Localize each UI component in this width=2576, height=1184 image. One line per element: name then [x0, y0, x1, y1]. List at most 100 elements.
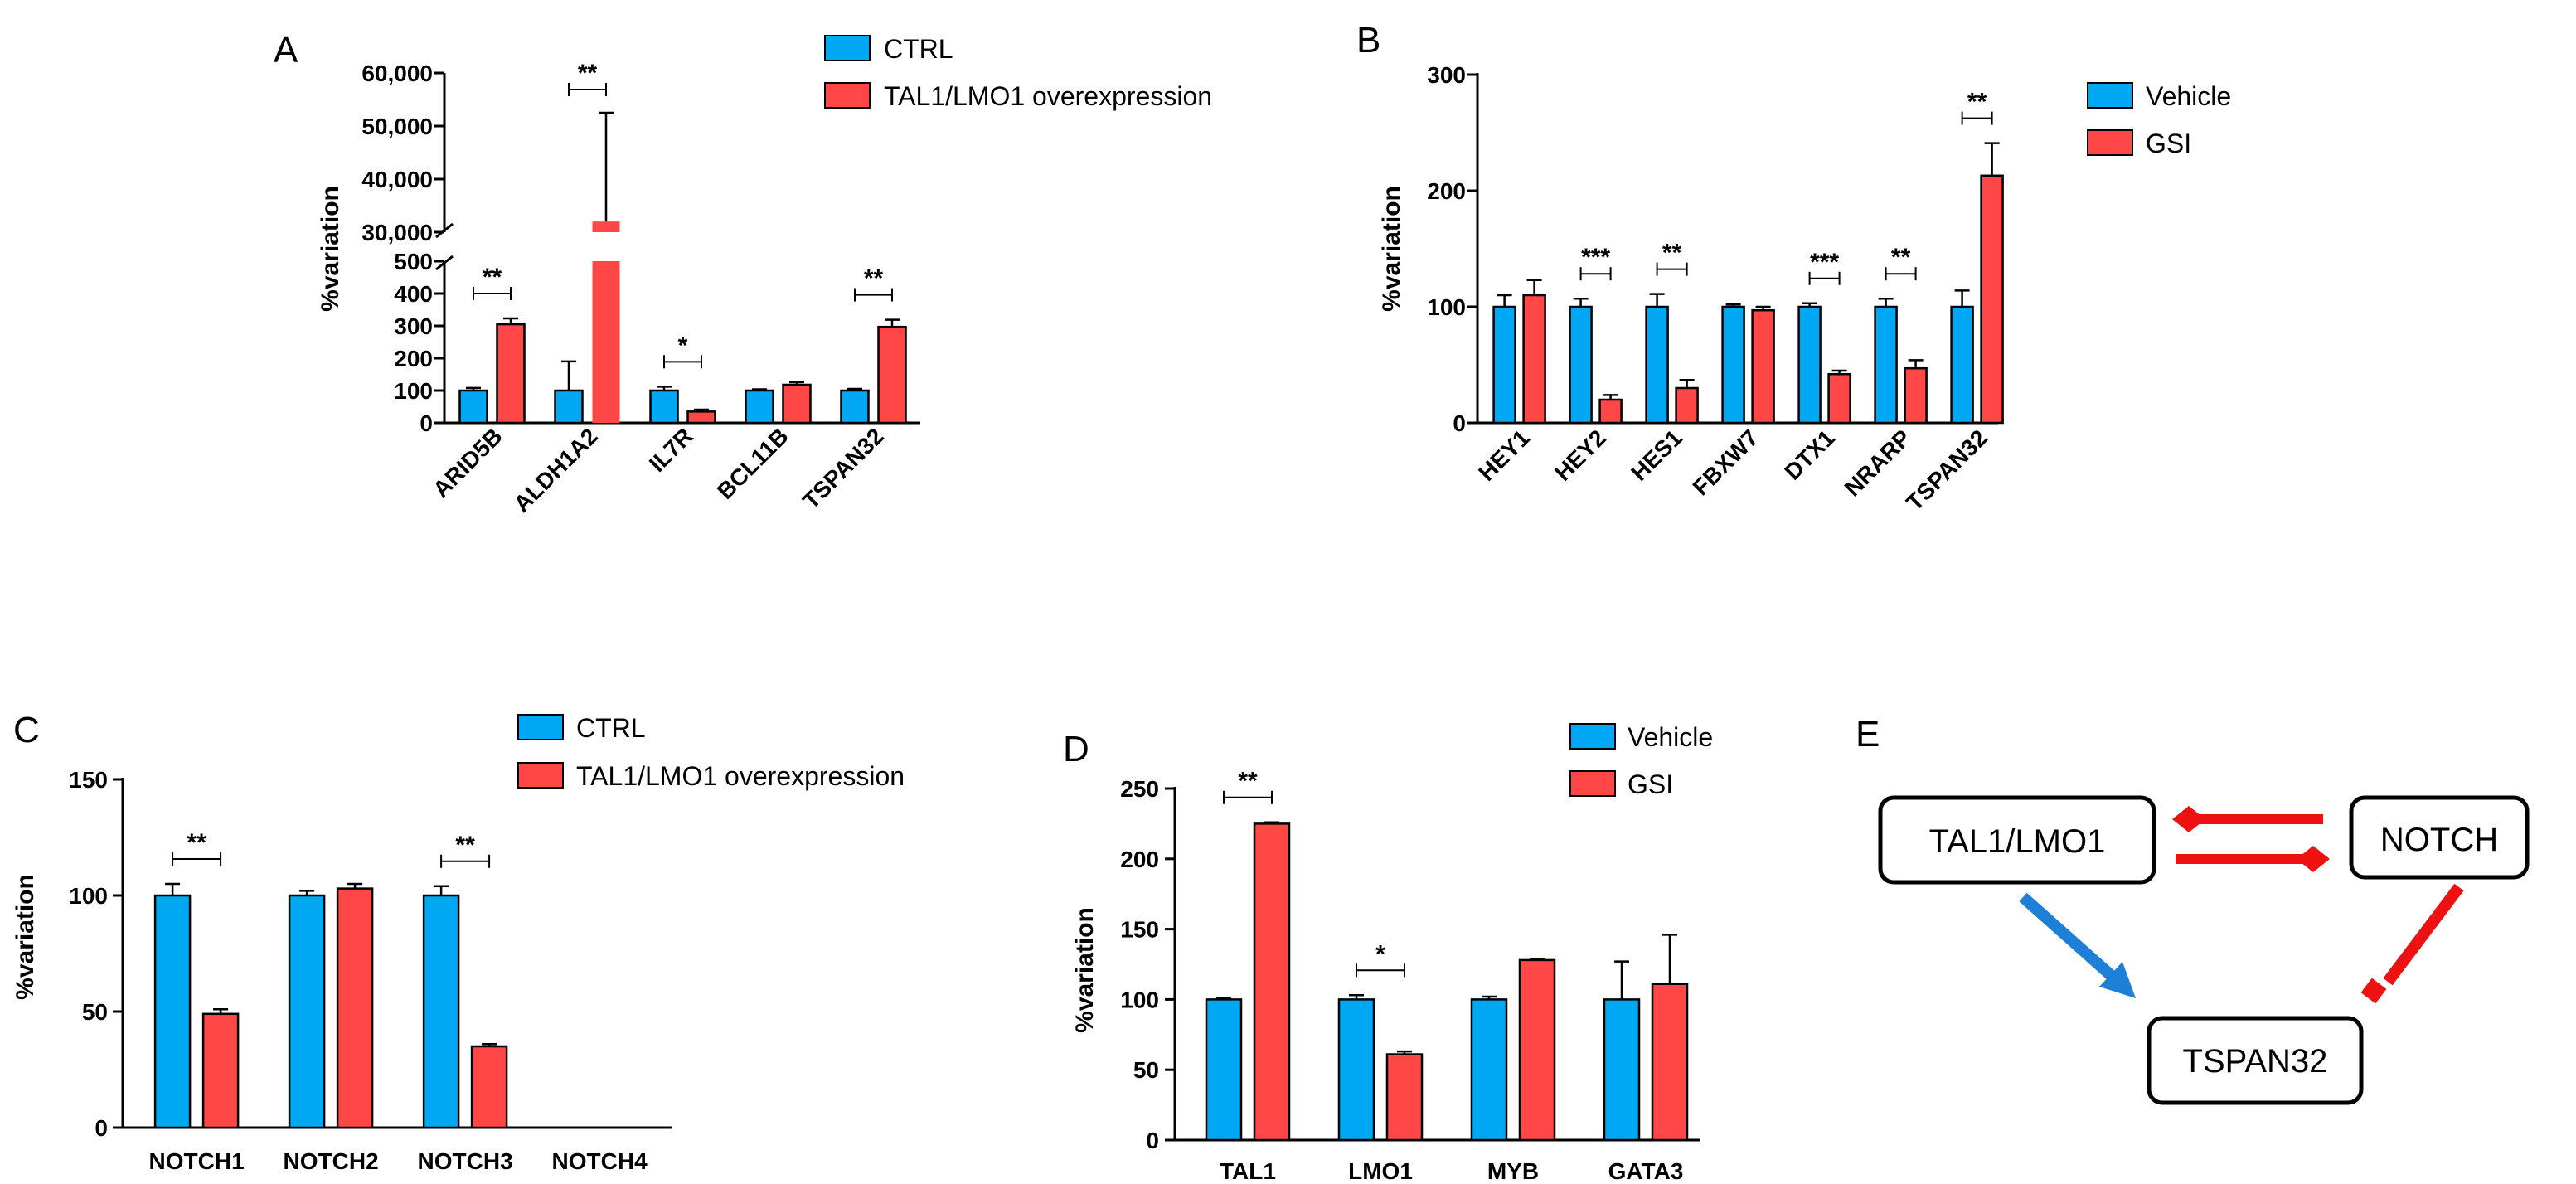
y-tick-label: 50: [82, 999, 108, 1025]
bar-vehicle-tal1: [1205, 998, 1243, 1142]
bar-ctrl-arid5b: [458, 389, 488, 425]
category-label-hey2: HEY2: [1550, 425, 1611, 486]
bar-tal1-lmo1-overexpression-aldh1a2-lower: [592, 261, 620, 423]
y-axis-label: %variation: [317, 186, 344, 312]
bar-gsi-hey1: [1522, 294, 1546, 425]
significance-label: **: [455, 832, 475, 859]
legend: CTRL TAL1/LMO1 overexpression: [517, 713, 905, 791]
bar-tal1-lmo1-overexpression-aldh1a2-upper: [592, 221, 620, 232]
bar-tal1-lmo1-overexpression-notch3: [470, 1045, 508, 1129]
panel-letter-a: A: [274, 30, 298, 70]
bar-vehicle-myb: [1470, 998, 1508, 1142]
y-tick-label: 500: [394, 249, 433, 274]
category-label-aldh1a2: ALDH1A2: [509, 423, 603, 517]
y-tick-label: 60,000: [361, 61, 433, 86]
bar-ctrl-tspan32: [840, 389, 870, 425]
axis-break-mark: [435, 255, 454, 271]
bar-ctrl-notch3: [422, 894, 460, 1129]
category-label-notch2: NOTCH2: [284, 1148, 379, 1174]
significance-marks: *******: [473, 60, 893, 369]
category-label-hey1: HEY1: [1473, 425, 1535, 486]
category-label-tal1: TAL1: [1220, 1158, 1276, 1184]
axis-break-mark: [435, 222, 454, 239]
bar-gsi-hes1: [1675, 386, 1699, 425]
axes: 0 100 200 300 400 500 30,000 40,000 50,000 60,000…: [361, 61, 920, 517]
bars: [1205, 821, 1689, 1142]
y-tick-label: 100: [69, 883, 108, 909]
y-axis-label: %variation: [1378, 186, 1405, 312]
significance-label: **: [1238, 768, 1258, 795]
arrow-tal1-to-tspan32: [2019, 892, 2117, 982]
axes: 0 50 100 150 200 250 TAL1 LMO1 MYB GATA3: [1120, 776, 1700, 1184]
legend-swatch-gsi: [1569, 770, 1616, 797]
category-label-lmo1: LMO1: [1348, 1158, 1413, 1184]
y-tick-label: 30,000: [361, 220, 433, 245]
bar-vehicle-gata3: [1603, 998, 1641, 1142]
bar-tal1-lmo1-overexpression-il7r: [686, 410, 716, 425]
node-tspan32: [2147, 1016, 2364, 1105]
axes: 0 100 200 300 HEY1 HEY2 HES1 FBXW7 DTX1 NRARPTSPA…: [1427, 62, 1998, 516]
legend-label-gsi: GSI: [2146, 129, 2191, 158]
y-tick-label: 100: [1427, 294, 1466, 320]
bar-vehicle-hey1: [1492, 305, 1516, 425]
significance-label: **: [864, 265, 884, 293]
category-label-myb: MYB: [1487, 1158, 1539, 1184]
category-label-arid5b: ARID5B: [428, 423, 507, 502]
panel-c: C %variation 0 50 100 150 NOTCH1 NOTCH2 NOTCH3…: [12, 710, 905, 1174]
significance-label: *: [1375, 940, 1385, 968]
y-tick-label: 50: [1133, 1057, 1159, 1083]
node-tal1-lmo1: [1878, 795, 2156, 885]
bar-ctrl-notch2: [288, 894, 326, 1129]
node-label-tspan32: TSPAN32: [2183, 1043, 2328, 1080]
bar-gsi-tal1: [1253, 822, 1291, 1142]
bar-gsi-myb: [1518, 958, 1556, 1142]
category-label-gata3: GATA3: [1608, 1158, 1684, 1184]
bars: [1492, 142, 2004, 425]
legend-swatch-ctrl: [824, 35, 871, 61]
significance-label: **: [1662, 240, 1682, 267]
bar-ctrl-aldh1a2: [554, 389, 584, 425]
category-label-tspan32: TSPAN32: [798, 423, 889, 514]
bar-gsi-dtx1: [1827, 372, 1851, 425]
significance-marks: ***: [1223, 768, 1405, 978]
panel-letter-d: D: [1063, 729, 1089, 769]
bar-ctrl-il7r: [649, 389, 679, 425]
significance-label: **: [1891, 244, 1911, 271]
legend-swatch-vehicle: [1569, 723, 1616, 750]
legend-label-tal1-lmo1: TAL1/LMO1 overexpression: [884, 81, 1212, 111]
y-tick-label: 200: [1120, 847, 1159, 872]
y-tick-label: 0: [95, 1115, 108, 1141]
legend: Vehicle GSI: [2087, 81, 2231, 158]
axes: 0 50 100 150 NOTCH1 NOTCH2 NOTCH3 NOTCH4: [69, 767, 672, 1174]
panel-letter-c: C: [13, 710, 40, 750]
significance-label: **: [187, 829, 206, 856]
y-tick-label: 200: [1427, 178, 1466, 204]
node-notch: [2349, 795, 2530, 880]
y-tick-label: 250: [1120, 776, 1159, 802]
y-tick-label: 50,000: [361, 114, 433, 139]
bar-ctrl-bcl11b: [745, 389, 774, 425]
bar-gsi-gata3: [1651, 983, 1689, 1142]
panel-d: D %variation 0 50 100 150 200 250 TAL1 LMO1 MYB G…: [1063, 722, 1713, 1184]
panel-letter-b: B: [1356, 20, 1380, 61]
category-label-dtx1: DTX1: [1779, 425, 1840, 485]
panel-letter-e: E: [1856, 714, 1880, 755]
square-head-red-icon: [2360, 978, 2387, 1004]
bar-tal1-lmo1-overexpression-arid5b: [496, 323, 526, 425]
bar-gsi-hey2: [1598, 398, 1623, 425]
y-tick-label: 200: [394, 346, 433, 371]
bar-vehicle-dtx1: [1797, 305, 1822, 425]
legend-label-vehicle: Vehicle: [2146, 81, 2231, 111]
y-tick-label: 300: [394, 313, 433, 339]
node-label-notch: NOTCH: [2380, 822, 2498, 858]
bar-vehicle-hes1: [1645, 305, 1669, 425]
legend-label-gsi: GSI: [1628, 769, 1673, 799]
category-label-bcl11b: BCL11B: [712, 423, 793, 504]
legend-label-ctrl: CTRL: [884, 34, 953, 64]
category-label-notch3: NOTCH3: [418, 1148, 513, 1174]
legend-label-tal1-lmo1: TAL1/LMO1 overexpression: [576, 761, 905, 791]
legend-label-ctrl: CTRL: [576, 713, 646, 743]
y-tick-label: 150: [69, 767, 108, 793]
y-axis-label: %variation: [1071, 907, 1099, 1033]
